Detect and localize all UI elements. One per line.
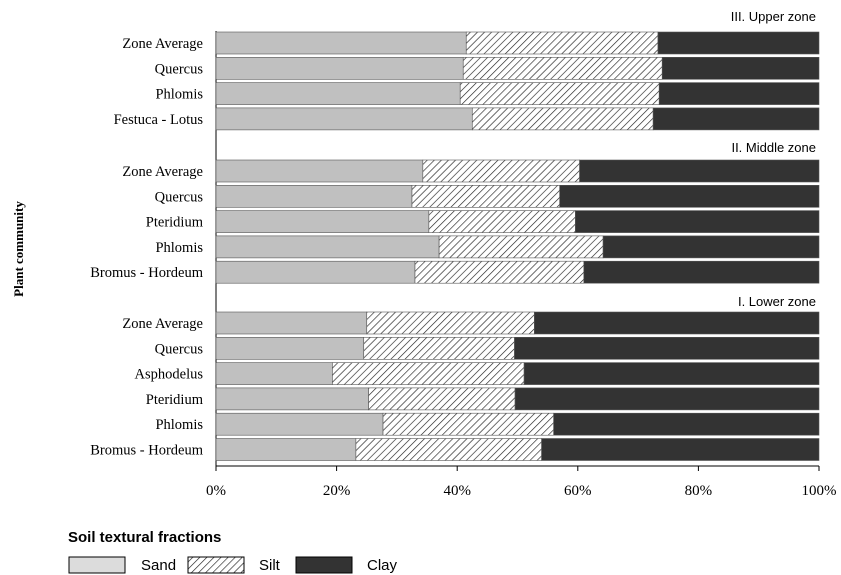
x-tick-label: 100%	[802, 483, 837, 499]
row-label: Phlomis	[155, 87, 203, 103]
bar-segment-silt	[462, 56, 663, 80]
x-tick-label: 0%	[206, 483, 226, 499]
bars-layer	[215, 31, 820, 461]
row-label: Phlomis	[155, 417, 203, 433]
row-label: Phlomis	[155, 240, 203, 256]
bar-segment-clay	[514, 336, 820, 360]
row-label: Quercus	[155, 61, 204, 77]
bar-segment-sand	[215, 438, 357, 461]
legend: Soil textural fractions Sand Silt Clay	[68, 529, 398, 574]
x-ticks-layer: 0% 20% 40% 60% 80% 100%	[206, 466, 837, 499]
bar-segment-sand	[215, 362, 333, 385]
y-axis-title: Plant community	[11, 201, 26, 297]
bar-segment-silt	[428, 210, 576, 233]
row-label: Zone Average	[122, 316, 203, 332]
row-label: Asphodelus	[135, 367, 204, 383]
bar-segment-silt	[332, 362, 525, 385]
bar-segment-clay	[553, 412, 820, 436]
bar-segment-sand	[215, 260, 416, 284]
legend-label-clay: Clay	[367, 557, 398, 574]
bar-segment-silt	[471, 107, 654, 131]
bar-segment-sand	[215, 412, 384, 436]
bar-segment-sand	[215, 336, 365, 360]
bar-segment-clay	[575, 210, 820, 233]
row-label: Zone Average	[122, 164, 203, 180]
bar-segment-sand	[215, 82, 461, 105]
bar-segment-sand	[215, 387, 369, 411]
x-tick-label: 80%	[685, 483, 713, 499]
bar-segment-silt	[414, 260, 585, 284]
row-label: Quercus	[155, 189, 204, 205]
bar-segment-silt	[465, 31, 659, 55]
group-title: III. Upper zone	[731, 9, 816, 24]
bar-segment-silt	[355, 438, 542, 461]
bar-segment-silt	[438, 235, 604, 259]
bar-segment-clay	[661, 56, 820, 80]
legend-label-silt: Silt	[259, 557, 281, 574]
row-label: Festuca - Lotus	[114, 112, 204, 128]
row-label: Bromus - Hordeum	[90, 443, 203, 459]
row-label: Pteridium	[146, 392, 204, 408]
bar-segment-clay	[559, 185, 820, 208]
bar-segment-clay	[583, 260, 820, 284]
bar-segment-clay	[602, 235, 820, 259]
row-label: Bromus - Hordeum	[90, 265, 203, 281]
bar-segment-silt	[459, 82, 660, 105]
bar-segment-clay	[514, 387, 820, 411]
bar-segment-sand	[215, 31, 467, 55]
row-label: Quercus	[155, 341, 204, 357]
bar-segment-silt	[366, 311, 535, 335]
group-titles-layer: III. Upper zone II. Middle zone I. Lower z…	[731, 9, 816, 309]
group-title: II. Middle zone	[731, 140, 816, 155]
bar-segment-silt	[422, 159, 580, 183]
legend-title: Soil textural fractions	[68, 529, 221, 546]
row-label: Pteridium	[146, 215, 204, 231]
bar-segment-clay	[534, 311, 820, 335]
bar-segment-sand	[215, 107, 473, 131]
legend-label-sand: Sand	[141, 557, 176, 574]
bar-segment-clay	[658, 82, 820, 105]
row-label: Zone Average	[122, 36, 203, 52]
bar-segment-sand	[215, 185, 413, 208]
bar-segment-silt	[363, 336, 515, 360]
bar-segment-clay	[523, 362, 820, 385]
group-title: I. Lower zone	[738, 294, 816, 309]
bar-segment-clay	[579, 159, 820, 183]
bar-segment-clay	[652, 107, 820, 131]
bar-segment-sand	[215, 159, 424, 183]
bar-segment-sand	[215, 56, 464, 80]
x-tick-label: 40%	[443, 483, 471, 499]
row-labels-layer: Zone Average Quercus Phlomis Festuca - Lotu…	[90, 36, 203, 459]
bar-segment-silt	[382, 412, 554, 436]
bar-segment-silt	[368, 387, 516, 411]
bar-segment-clay	[657, 31, 820, 55]
x-tick-label: 60%	[564, 483, 592, 499]
legend-swatch-silt	[187, 556, 245, 574]
bar-segment-clay	[541, 438, 820, 461]
bar-segment-sand	[215, 311, 368, 335]
bar-segment-silt	[411, 185, 561, 208]
x-tick-label: 20%	[323, 483, 351, 499]
legend-swatch-clay	[295, 556, 353, 574]
legend-swatch-sand	[68, 556, 126, 574]
bar-segment-sand	[215, 235, 440, 259]
bar-segment-sand	[215, 210, 430, 233]
